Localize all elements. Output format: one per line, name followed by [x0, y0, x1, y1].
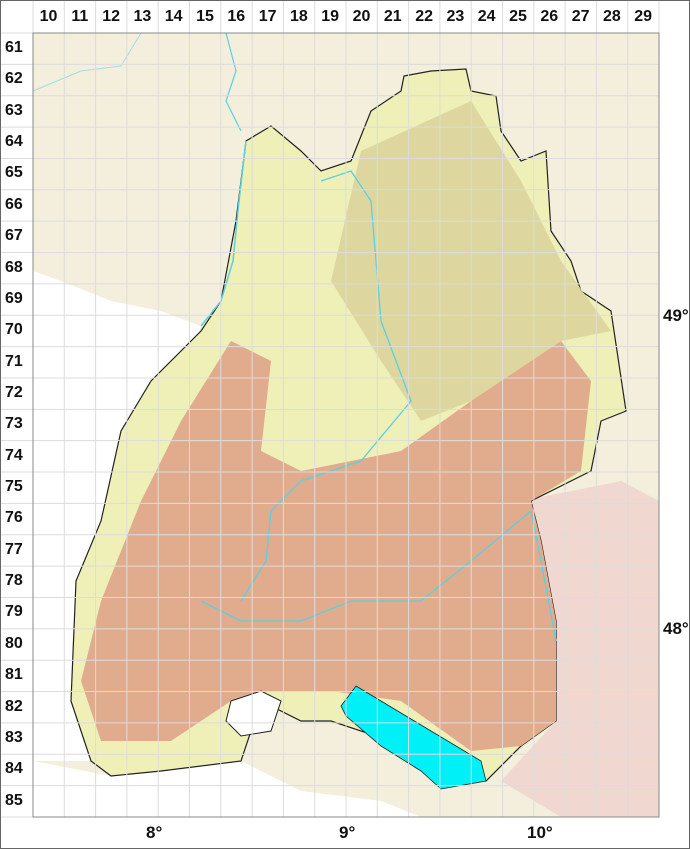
grid-column-label: 22 [415, 8, 433, 25]
grid-row-label: 83 [5, 728, 23, 746]
grid-row-label: 75 [5, 478, 23, 496]
lon-label-8: 8° [146, 823, 163, 842]
map-border [32, 32, 660, 818]
grid-row-label: 72 [5, 383, 23, 401]
danube-river [200, 509, 557, 642]
grid-row-label: 67 [5, 227, 23, 245]
grid-column-label: 27 [571, 8, 590, 25]
grid-column-label: 28 [602, 8, 621, 25]
river-north [225, 32, 242, 132]
switzerland-blank-area [33, 761, 421, 817]
grid-row-label: 66 [5, 195, 23, 213]
lake-untersee-blank [225, 690, 282, 737]
grid-column-label: 19 [321, 8, 340, 25]
grid-row-label: 81 [5, 666, 23, 684]
grid-column-label: 11 [71, 8, 89, 25]
grid-column-label: 23 [446, 8, 465, 25]
grid-column-label: 10 [39, 8, 58, 25]
grid-row-label: 65 [5, 164, 23, 182]
austria-bavaria-area [501, 481, 659, 817]
grid-row-label: 84 [5, 760, 23, 778]
grid-column-label: 21 [383, 8, 402, 25]
grid-row-label: 73 [5, 415, 23, 433]
grid-row-label: 68 [5, 258, 23, 276]
lon-label-10: 10° [527, 823, 553, 842]
lat-label-49: 49° [663, 306, 689, 325]
grid-column-label: 18 [289, 8, 308, 25]
grid-column-label: 26 [540, 8, 559, 25]
lon-label-9: 9° [339, 823, 356, 842]
grid-column-label: 16 [227, 8, 246, 25]
grid-column-label: 12 [102, 8, 120, 25]
grid-row-label: 69 [5, 289, 23, 307]
river-northwest [32, 32, 142, 92]
grid-row-label: 63 [5, 101, 23, 119]
neckar-river [240, 170, 412, 602]
grid-row-label: 61 [5, 39, 23, 56]
upland-terrain [81, 341, 591, 751]
grid-row-label: 77 [5, 540, 23, 558]
grid-row-label: 70 [5, 321, 23, 339]
grid-row-label: 85 [5, 791, 23, 809]
grid-row-label: 64 [5, 133, 23, 151]
grid-row-label: 82 [5, 697, 23, 715]
grid-lines [1, 1, 660, 818]
rhine-river [200, 140, 247, 327]
grid-column-label: 14 [164, 8, 183, 25]
grid-row-label: 80 [5, 634, 23, 652]
grid-column-label: 13 [133, 8, 152, 25]
grid-column-label: 20 [352, 8, 371, 25]
lat-label-48: 48° [663, 619, 689, 638]
grid-column-label: 24 [477, 8, 496, 25]
grid-row-label: 79 [5, 603, 23, 621]
grid-column-label: 29 [634, 8, 653, 25]
grid-column-label: 25 [509, 8, 527, 25]
grid-row-label: 76 [5, 509, 23, 527]
grid-column-label: 15 [196, 8, 214, 25]
grid-row-label: 71 [5, 352, 23, 370]
grid-row-label: 62 [5, 70, 23, 88]
grid-column-label: 17 [258, 8, 277, 25]
grid-row-label: 74 [5, 446, 23, 464]
grid-row-label: 78 [5, 572, 23, 590]
